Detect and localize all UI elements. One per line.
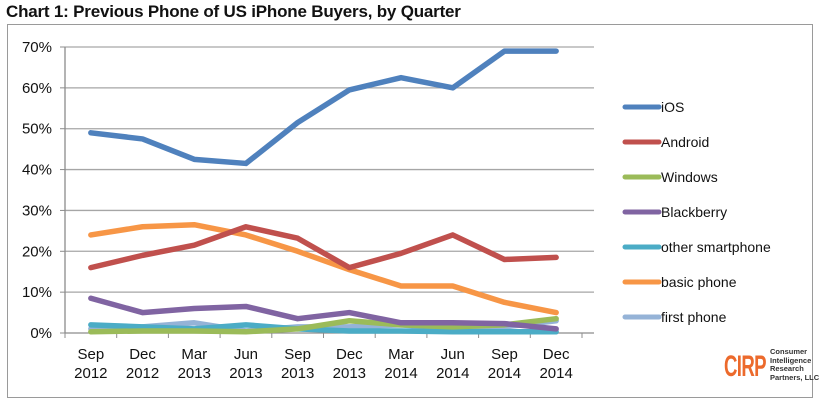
x-tick-label-year: 2013 xyxy=(281,365,314,382)
series-line-other-smartphone xyxy=(88,322,559,335)
series-line-blackberry xyxy=(88,295,559,332)
x-tick-label-month: Sep xyxy=(491,346,518,363)
logo-mark: CIRP xyxy=(724,350,767,383)
x-tick-label-year: 2012 xyxy=(74,365,107,382)
logo-line: Intelligence xyxy=(770,355,812,365)
legend-item: first phone xyxy=(622,309,727,325)
legend-label: Blackberry xyxy=(661,204,727,220)
chart-frame xyxy=(7,24,813,398)
x-tick-label-year: 2013 xyxy=(178,365,211,382)
legend-item: basic phone xyxy=(622,274,737,290)
logo-line: Consumer xyxy=(770,347,808,356)
y-axis-tick-labels: 0% 10% 20% 30% 40% 50% 60% 70% xyxy=(22,39,52,342)
y-tick-label: 30% xyxy=(22,202,52,219)
legend-item: Blackberry xyxy=(622,204,727,220)
legend-label: other smartphone xyxy=(661,239,771,255)
y-tick-label: 0% xyxy=(30,325,52,342)
series-line-ios xyxy=(88,48,559,167)
legend-label: first phone xyxy=(661,309,727,325)
legend-item: other smartphone xyxy=(622,239,771,255)
y-tick-label: 40% xyxy=(22,162,52,179)
x-tick-label-month: Jun xyxy=(441,346,465,363)
x-tick-label-year: 2014 xyxy=(384,365,417,382)
legend-label: Android xyxy=(661,134,709,150)
y-tick-label: 20% xyxy=(22,243,52,260)
x-tick-label-month: Mar xyxy=(181,346,207,363)
y-tick-label: 50% xyxy=(22,121,52,138)
x-tick-label-month: Dec xyxy=(129,346,156,363)
logo-text: Consumer Intelligence Research Partners,… xyxy=(770,347,820,382)
x-tick-label-year: 2014 xyxy=(539,365,572,382)
legend-label: basic phone xyxy=(661,274,737,290)
x-tick-label-month: Dec xyxy=(336,346,363,363)
x-tick-label-month: Sep xyxy=(284,346,311,363)
y-tick-label: 60% xyxy=(22,80,52,97)
series-lines xyxy=(88,48,559,335)
legend-item: iOS xyxy=(622,99,684,115)
legend-item: Windows xyxy=(622,169,718,185)
logo-line: Partners, LLC xyxy=(770,372,820,382)
series-line-android xyxy=(88,224,559,271)
legend-label: iOS xyxy=(661,99,684,115)
x-tick-label-month: Mar xyxy=(388,346,414,363)
x-tick-label-year: 2014 xyxy=(488,365,521,382)
x-tick-label-year: 2013 xyxy=(229,365,262,382)
x-tick-label-month: Dec xyxy=(543,346,570,363)
legend-label: Windows xyxy=(661,169,718,185)
x-axis-tick-labels: Sep 2012 Dec 2012 Mar 2013 Jun 2013 Sep 2013 Dec 20… xyxy=(74,346,573,382)
y-tick-label: 70% xyxy=(22,39,52,56)
cirp-logo: CIRP Consumer Intelligence Research Part… xyxy=(724,347,820,383)
chart-title: Chart 1: Previous Phone of US iPhone Buy… xyxy=(6,2,461,21)
x-tick-label-year: 2012 xyxy=(126,365,159,382)
x-tick-label-month: Sep xyxy=(77,346,104,363)
x-tick-label-year: 2014 xyxy=(436,365,469,382)
x-tick-label-year: 2013 xyxy=(333,365,366,382)
y-tick-label: 10% xyxy=(22,284,52,301)
x-tick-label-month: Jun xyxy=(234,346,258,363)
legend: iOS Android Windows Blackberry other smartph… xyxy=(622,99,771,325)
axes xyxy=(60,46,594,338)
logo-line: Research xyxy=(770,364,804,373)
legend-item: Android xyxy=(622,134,709,150)
series-line-basic-phone xyxy=(88,221,559,316)
